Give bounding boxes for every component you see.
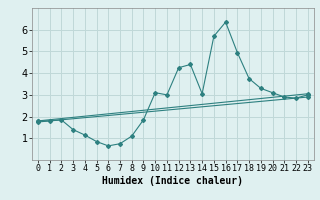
X-axis label: Humidex (Indice chaleur): Humidex (Indice chaleur) [102, 176, 243, 186]
